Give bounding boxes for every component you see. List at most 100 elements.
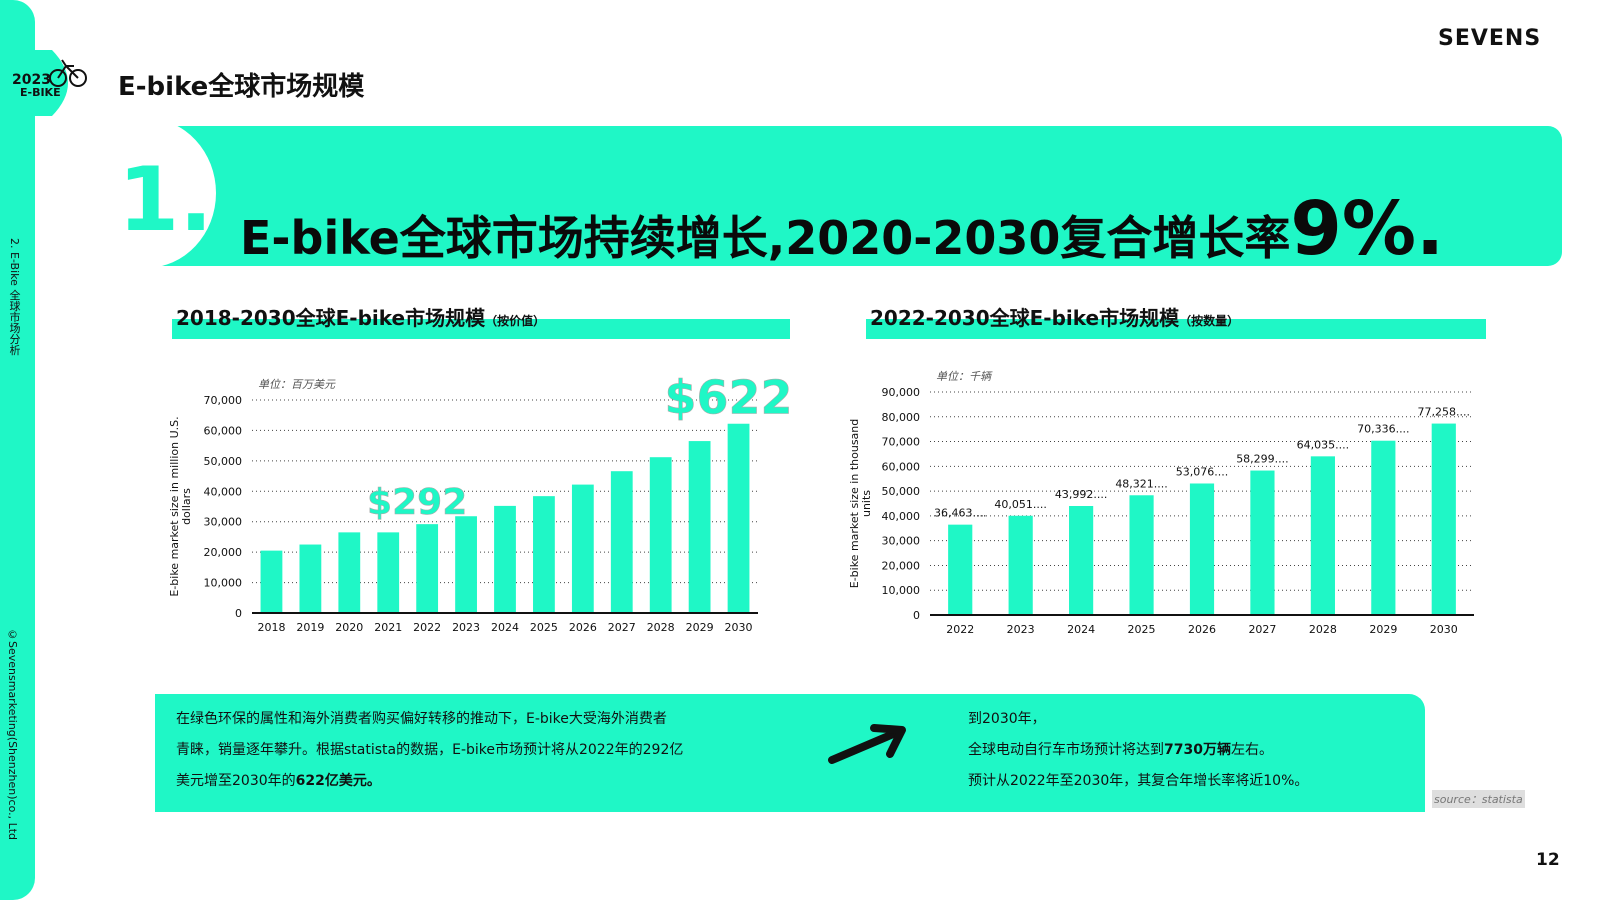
chart-left-bar — [377, 532, 400, 613]
chart-right-title-note: （按数量） — [1179, 314, 1240, 328]
summary-left-line: 在绿色环保的属性和海外消费者购买偏好转移的推动下，E-bike大受海外消费者 — [176, 711, 667, 727]
summary-right: 到2030年， 全球电动自行车市场预计将达到7730万辆左右。 预计从2022年… — [968, 704, 1398, 797]
chart-right-bar — [1069, 505, 1094, 615]
chart-left-bar — [260, 550, 283, 613]
chart-right-bar — [1008, 515, 1033, 615]
chart-left-x-tick: 2023 — [452, 621, 480, 634]
chart-right-title: 2022-2030全球E-bike市场规模（按数量） — [870, 302, 1239, 331]
chart-left-x-tick: 2021 — [374, 621, 402, 634]
headline-highlight: 9%. — [1290, 186, 1445, 272]
page-number: 12 — [1536, 850, 1560, 870]
chart-right-data-label: 64,035.... — [1297, 438, 1349, 451]
summary-right-line: 全球电动自行车市场预计将达到7730万辆左右。 — [968, 742, 1273, 758]
chart-right-x-tick: 2022 — [946, 623, 974, 636]
chart-right-data-label: 40,051.... — [994, 498, 1046, 511]
chart-left-x-tick: 2027 — [608, 621, 636, 634]
chart-right-y-tick: 30,000 — [882, 535, 921, 548]
chart-right-y-tick: 10,000 — [882, 584, 921, 597]
chart-right-bar — [1129, 495, 1154, 615]
banner-number-circle — [76, 118, 216, 268]
summary-left: 在绿色环保的属性和海外消费者购买偏好转移的推动下，E-bike大受海外消费者 青… — [176, 704, 816, 797]
brand-logo: SEVENS — [1438, 26, 1542, 51]
side-strip — [0, 0, 35, 900]
chart-right-x-tick: 2029 — [1369, 623, 1397, 636]
chart-left-x-tick: 2019 — [296, 621, 324, 634]
chart-left-x-tick: 2029 — [686, 621, 714, 634]
chart-right-y-tick: 50,000 — [882, 485, 921, 498]
bicycle-icon — [49, 59, 87, 87]
arrow-right-icon — [828, 724, 906, 764]
chart-left-x-tick: 2026 — [569, 621, 597, 634]
chart-left-bar — [727, 423, 750, 613]
chart-left-y-tick: 30,000 — [204, 516, 243, 529]
chart-left: 单位：百万美元 0 10,000 20,000 30,000 40,000 50,000 60… — [168, 370, 793, 634]
chart-right-data-label: 43,992.... — [1055, 488, 1107, 501]
section-number: 1. — [118, 148, 213, 251]
chart-right-data-label: 77,258.... — [1418, 406, 1470, 419]
section-label: 2. E-Bike 全球市场分析 — [8, 238, 21, 356]
chart-left-bar — [688, 441, 711, 613]
headline-text: E-bike全球市场持续增长,2020-2030复合增长率 — [240, 211, 1291, 265]
chart-right-y-tick: 70,000 — [882, 436, 921, 449]
chart-right-y-tick: 20,000 — [882, 559, 921, 572]
event-logo-graphic: 2023 E-BIKE — [0, 50, 87, 116]
source-label: source：statista — [1432, 790, 1525, 808]
chart-right-data-label: 70,336.... — [1357, 423, 1409, 436]
chart-right-x-tick: 2025 — [1128, 623, 1156, 636]
summary-right-bold: 7730万辆 — [1164, 742, 1231, 758]
summary-panel — [155, 694, 1425, 812]
chart-right-y-tick: 90,000 — [882, 386, 921, 399]
chart-right-x-tick: 2023 — [1007, 623, 1035, 636]
chart-left-bar — [455, 516, 477, 613]
headline-banner — [150, 126, 1562, 266]
chart-right-data-label: 58,299.... — [1236, 453, 1288, 466]
chart-left-title-text: 2018-2030全球E-bike市场规模 — [176, 306, 486, 330]
chart-left-bar — [571, 484, 594, 613]
summary-left-line: 美元增至2030年的622亿美元。 — [176, 773, 381, 789]
chart-left-annotation: $292 — [367, 482, 467, 523]
summary-right-line: 预计从2022年至2030年，其复合年增长率将近10%。 — [968, 773, 1309, 789]
chart-left-x-tick: 2020 — [335, 621, 363, 634]
chart-right-x-tick: 2026 — [1188, 623, 1216, 636]
logo-year: 2023 — [12, 72, 51, 88]
chart-right-data-label: 36,463.... — [934, 507, 986, 520]
chart-right-bar — [948, 524, 973, 615]
chart-left-y-tick: 40,000 — [204, 485, 243, 498]
chart-left-y-tick: 0 — [235, 607, 242, 620]
chart-left-y-label: dollars — [180, 488, 193, 525]
chart-right-bar — [1189, 483, 1215, 615]
chart-left-x-tick: 2022 — [413, 621, 441, 634]
chart-right-y-tick: 60,000 — [882, 460, 921, 473]
chart-right-data-label: 53,076.... — [1176, 465, 1228, 478]
chart-left-x-tick: 2024 — [491, 621, 519, 634]
chart-right-unit-note: 单位：千辆 — [936, 370, 993, 383]
chart-right-x-tick: 2030 — [1430, 623, 1458, 636]
chart-left-y-tick: 50,000 — [204, 455, 243, 468]
chart-left-bar — [416, 524, 439, 613]
chart-left-unit-note: 单位：百万美元 — [258, 378, 336, 391]
chart-left-x-tick: 2018 — [257, 621, 285, 634]
chart-right-bar — [1250, 470, 1275, 615]
page-title: E-bike全球市场规模 — [118, 72, 365, 102]
chart-left-y-tick: 70,000 — [204, 394, 243, 407]
chart-right: 单位：千辆 0 10,000 20,000 30,000 40,000 50,000 60,0… — [848, 370, 1474, 636]
logo-text: E-BIKE — [20, 86, 61, 99]
summary-left-bold: 622亿美元。 — [295, 773, 381, 789]
summary-left-line: 青睐，销量逐年攀升。根据statista的数据，E-bike市场预计将从2022… — [176, 742, 684, 758]
chart-right-x-tick: 2028 — [1309, 623, 1337, 636]
chart-left-bar — [299, 544, 322, 613]
chart-left-title-note: （按价值） — [485, 314, 546, 328]
chart-left-bar — [610, 471, 633, 613]
chart-left-y-tick: 20,000 — [204, 546, 243, 559]
chart-left-title: 2018-2030全球E-bike市场规模（按价值） — [176, 302, 545, 331]
chart-right-y-label: E-bike market size in thousand — [848, 419, 861, 589]
chart-left-bar — [533, 496, 555, 613]
summary-right-line: 到2030年， — [968, 711, 1046, 727]
chart-left-y-label: E-bike market size in million U.S. — [168, 416, 181, 596]
chart-left-bar — [649, 457, 672, 613]
chart-right-bar — [1431, 423, 1456, 615]
chart-left-bar — [338, 532, 361, 613]
chart-right-y-tick: 0 — [913, 609, 920, 622]
chart-left-y-tick: 10,000 — [204, 577, 243, 590]
chart-left-x-tick: 2025 — [530, 621, 558, 634]
